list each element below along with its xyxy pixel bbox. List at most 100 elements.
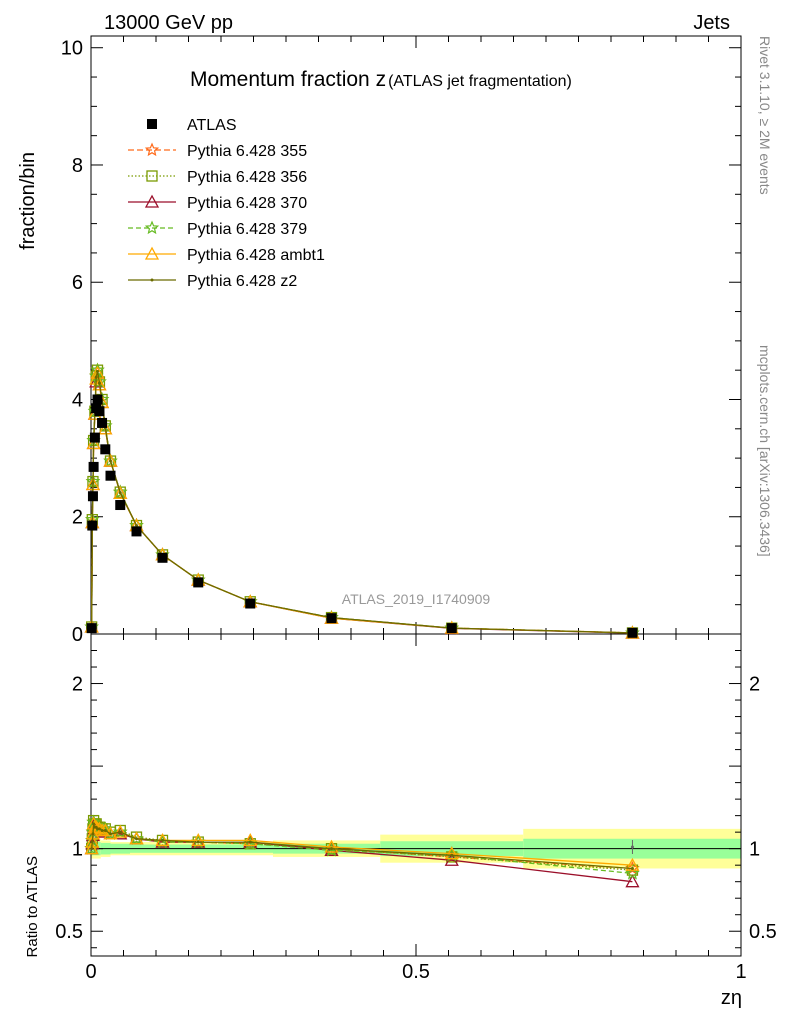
legend-label: Pythia 6.428 370 xyxy=(187,195,307,212)
series-group xyxy=(84,362,741,888)
legend-marker xyxy=(144,246,160,260)
ratio-y-tick-label-right: 0.5 xyxy=(749,921,777,943)
ratio-point xyxy=(248,840,252,844)
series-point xyxy=(103,453,118,467)
ratio-point xyxy=(630,866,634,870)
legend: ATLAS Pythia 6.428 355 Pythia 6.428 356 Pyt… xyxy=(128,117,325,290)
legend-marker xyxy=(150,278,154,282)
legend-label: Pythia 6.428 ambt1 xyxy=(187,247,325,264)
ratio-point xyxy=(444,846,459,860)
series-point xyxy=(118,491,122,495)
data-point xyxy=(87,520,98,531)
series-point xyxy=(135,524,138,528)
series-point xyxy=(98,421,113,435)
series-point xyxy=(113,485,128,499)
ratio-point xyxy=(97,827,101,831)
x-tick-label: 0 xyxy=(85,961,96,983)
data-point xyxy=(115,500,126,511)
main-y-label: fraction/bin xyxy=(17,152,39,250)
ratio-frame xyxy=(90,633,742,957)
ratio-point xyxy=(625,865,640,880)
series-point xyxy=(113,484,128,499)
ratio-point xyxy=(450,853,454,857)
legend-marker xyxy=(144,194,160,208)
ratio-point xyxy=(243,833,258,847)
data-point xyxy=(105,470,116,481)
series-point xyxy=(97,381,101,385)
ratio-point xyxy=(625,857,640,871)
x-tick-label: 1 xyxy=(735,961,746,983)
data-point xyxy=(131,526,142,537)
x-tick-label: 0.5 xyxy=(402,961,430,983)
ratio-point xyxy=(92,822,96,826)
data-point xyxy=(92,394,103,405)
ratio-point xyxy=(84,841,99,855)
rivet-label: Rivet 3.1.10, ≥ 2M events xyxy=(757,36,773,195)
mcplots-label: mcplots.cern.ch [arXiv:1306.3436] xyxy=(757,345,773,557)
data-point xyxy=(86,623,97,634)
ratio-point xyxy=(112,824,128,839)
series-point xyxy=(103,453,118,468)
legend-item: Pythia 6.428 z2 xyxy=(128,273,297,290)
main-y-tick-label: 0 xyxy=(72,624,83,646)
watermark: ATLAS_2019_I1740909 xyxy=(342,591,491,607)
legend-label: Pythia 6.428 356 xyxy=(187,169,307,186)
ratio-y-tick-label-right: 2 xyxy=(749,674,760,696)
data-point xyxy=(157,552,168,563)
chart-title-sub: (ATLAS jet fragmentation) xyxy=(388,73,572,90)
series-point xyxy=(96,369,99,373)
ratio-y-tick-label: 1 xyxy=(72,839,83,861)
data-point xyxy=(245,598,256,609)
main-y-tick-label: 8 xyxy=(72,155,83,177)
legend-item: Pythia 6.428 355 xyxy=(128,142,307,160)
ratio-point xyxy=(91,832,95,836)
main-series-data xyxy=(86,394,638,638)
series-point xyxy=(109,459,112,463)
legend-marker xyxy=(144,220,160,235)
legend-item: Pythia 6.428 370 xyxy=(128,194,307,212)
legend-label: Pythia 6.428 z2 xyxy=(187,273,297,290)
data-point xyxy=(87,491,98,502)
ratio-point xyxy=(103,829,107,833)
chart-title-main: Momentum fraction z xyxy=(190,68,386,91)
series-point xyxy=(94,375,98,379)
main-y-tick-label: 4 xyxy=(72,389,83,411)
ratio-y-tick-label-right: 1 xyxy=(749,839,760,861)
ratio-point xyxy=(630,845,634,849)
ratio-point xyxy=(118,830,122,834)
legend-item: ATLAS xyxy=(147,117,237,134)
legend-item: Pythia 6.428 379 xyxy=(128,220,307,238)
x-axis-label: zη xyxy=(721,987,742,1009)
legend-label: Pythia 6.428 379 xyxy=(187,221,307,238)
data-point xyxy=(97,417,108,428)
header-right: Jets xyxy=(693,12,730,34)
legend-label: ATLAS xyxy=(187,117,237,134)
ratio-y-label: Ratio to ATLAS xyxy=(24,856,41,957)
ratio-y-tick-label: 0.5 xyxy=(55,921,83,943)
ratio-point xyxy=(113,824,128,838)
legend-marker xyxy=(144,142,160,157)
ratio-point xyxy=(135,837,138,841)
data-point xyxy=(88,461,99,472)
data-point xyxy=(446,623,457,634)
legend-item: Pythia 6.428 ambt1 xyxy=(128,246,325,264)
header-left: 13000 GeV pp xyxy=(104,12,233,34)
data-point xyxy=(94,406,105,417)
data-point xyxy=(89,432,100,443)
ratio-y-tick-label: 2 xyxy=(72,674,83,696)
data-point xyxy=(326,613,337,624)
ratio-point xyxy=(196,840,200,844)
ratio-point xyxy=(90,847,94,851)
chart-title: Momentum fraction z (ATLAS jet fragmentat… xyxy=(190,68,572,91)
main-y-tick-label: 10 xyxy=(61,38,83,60)
data-point xyxy=(193,577,204,588)
ratio-point xyxy=(161,838,164,842)
series-point xyxy=(91,481,95,485)
data-point xyxy=(627,627,638,638)
ratio-point xyxy=(330,847,333,851)
legend-label: Pythia 6.428 355 xyxy=(187,143,307,160)
legend-marker xyxy=(146,170,158,182)
ratio-point xyxy=(191,833,206,847)
series-point xyxy=(90,365,105,379)
